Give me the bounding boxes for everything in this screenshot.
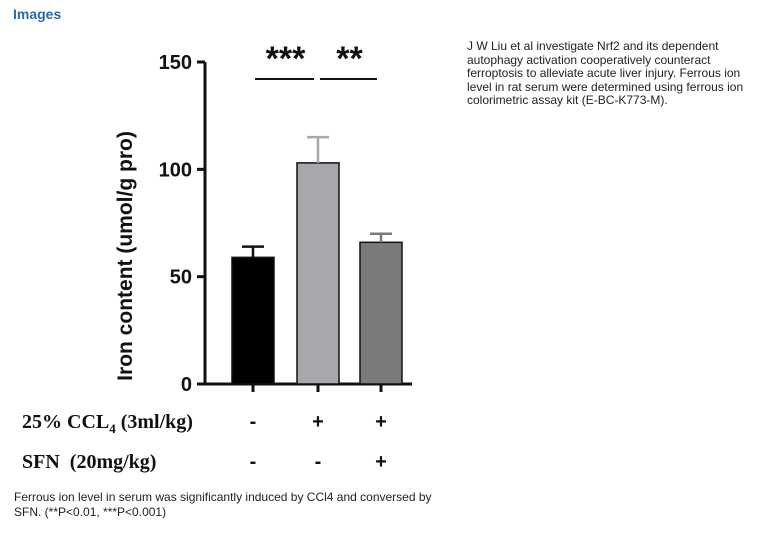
y-axis-label: Iron content (umol/g pro) — [114, 131, 137, 381]
condition-mark: - — [250, 411, 257, 433]
figure: 0 50 100 150 *** ** 25% CCL4 (3ml/kg) - + + SFN … — [0, 30, 440, 480]
description-text: J W Liu et al investigate Nrf2 and its d… — [467, 39, 744, 107]
y-tick-label: 0 — [181, 374, 192, 396]
condition-mark: + — [375, 451, 387, 473]
figure-caption: Ferrous ion level in serum was significa… — [14, 490, 432, 519]
bar — [231, 256, 275, 385]
condition-mark: - — [250, 451, 257, 473]
section-title: Images — [13, 6, 62, 22]
condition-mark: + — [312, 411, 324, 433]
bar — [359, 241, 403, 385]
y-tick-label: 150 — [159, 52, 192, 74]
condition-mark: - — [315, 451, 322, 473]
y-tick-label: 50 — [170, 267, 192, 289]
condition-label: SFN (20mg/kg) — [22, 451, 156, 473]
condition-label: 25% CCL4 (3ml/kg) — [22, 411, 193, 436]
significance-stars: ** — [336, 40, 363, 78]
y-tick-label: 100 — [159, 159, 192, 181]
condition-mark: + — [375, 411, 387, 433]
significance-stars: *** — [266, 40, 306, 78]
bar — [296, 162, 340, 385]
